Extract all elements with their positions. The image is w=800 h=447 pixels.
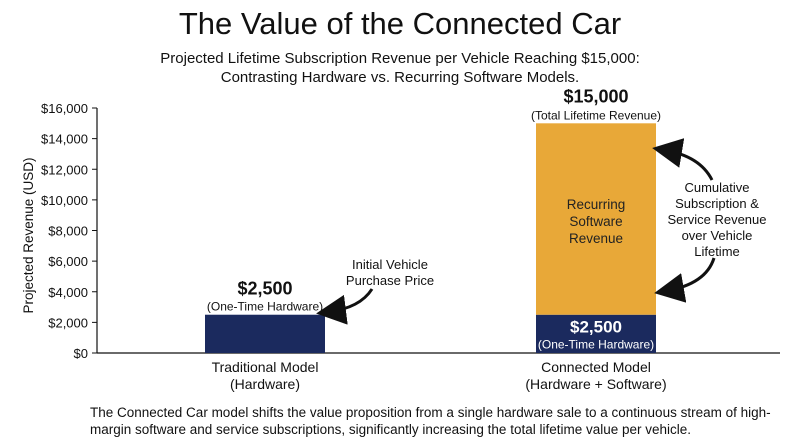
bar-hardware [536, 314, 656, 353]
chart-title: The Value of the Connected Car [178, 6, 622, 41]
initial-price-annotation: Purchase Price [346, 273, 434, 288]
cumulative-arrow-bottom [654, 257, 716, 303]
y-axis-label: Projected Revenue (USD) [21, 157, 36, 313]
cumulative-annotation: Subscription & [675, 196, 759, 211]
bar2-hardware-sub-label: (One-Time Hardware) [538, 338, 654, 352]
software-segment-label: Recurring [567, 197, 626, 212]
cumulative-arrow-top [652, 138, 714, 181]
initial-price-annotation: Initial Vehicle [352, 257, 428, 272]
cumulative-annotation: Cumulative [684, 180, 749, 195]
cumulative-annotation: Lifetime [694, 244, 740, 259]
bars [205, 123, 656, 353]
software-segment-label: Revenue [569, 231, 623, 246]
y-tick-label: $8,000 [48, 224, 88, 239]
cumulative-annotation: Service Revenue [668, 212, 767, 227]
subtitle-line-2: Contrasting Hardware vs. Recurring Softw… [220, 69, 580, 86]
y-tick-label: $14,000 [41, 132, 88, 147]
cumulative-annotation: over Vehicle [682, 228, 753, 243]
chart-subtitle: Projected Lifetime Subscription Revenue … [0, 49, 800, 87]
x-category-label: (Hardware) [230, 376, 300, 392]
x-category-label: Traditional Model [212, 359, 319, 375]
x-category-label: (Hardware + Software) [525, 376, 666, 392]
bar2-total-sub-label: (Total Lifetime Revenue) [531, 108, 661, 122]
y-tick-label: $12,000 [41, 162, 88, 177]
y-tick-label: $10,000 [41, 193, 88, 208]
bar-hardware [205, 314, 325, 353]
bar-labels: $2,500(One-Time Hardware)$15,000(Total L… [207, 86, 661, 351]
software-segment-label: Software [569, 214, 622, 229]
y-tick-label: $0 [74, 346, 88, 361]
initial-price-arrow [316, 288, 374, 325]
footer-caption: The Connected Car model shifts the value… [90, 405, 771, 437]
x-category-label: Connected Model [541, 359, 651, 375]
y-tick-label: $16,000 [41, 101, 88, 116]
bar1-value-label: $2,500 [237, 279, 292, 299]
bar2-total-label: $15,000 [563, 86, 628, 106]
bar1-sub-label: (One-Time Hardware) [207, 300, 323, 314]
y-tick-label: $6,000 [48, 254, 88, 269]
bar-software [536, 123, 656, 315]
y-tick-label: $2,000 [48, 315, 88, 330]
y-tick-label: $4,000 [48, 285, 88, 300]
axes: $0 $2,000 $4,000 $6,000 $8,000 $10,000 $12,000… [21, 101, 780, 392]
subtitle-line-1: Projected Lifetime Subscription Revenue … [160, 50, 640, 67]
bar2-hardware-label: $2,500 [570, 318, 622, 337]
